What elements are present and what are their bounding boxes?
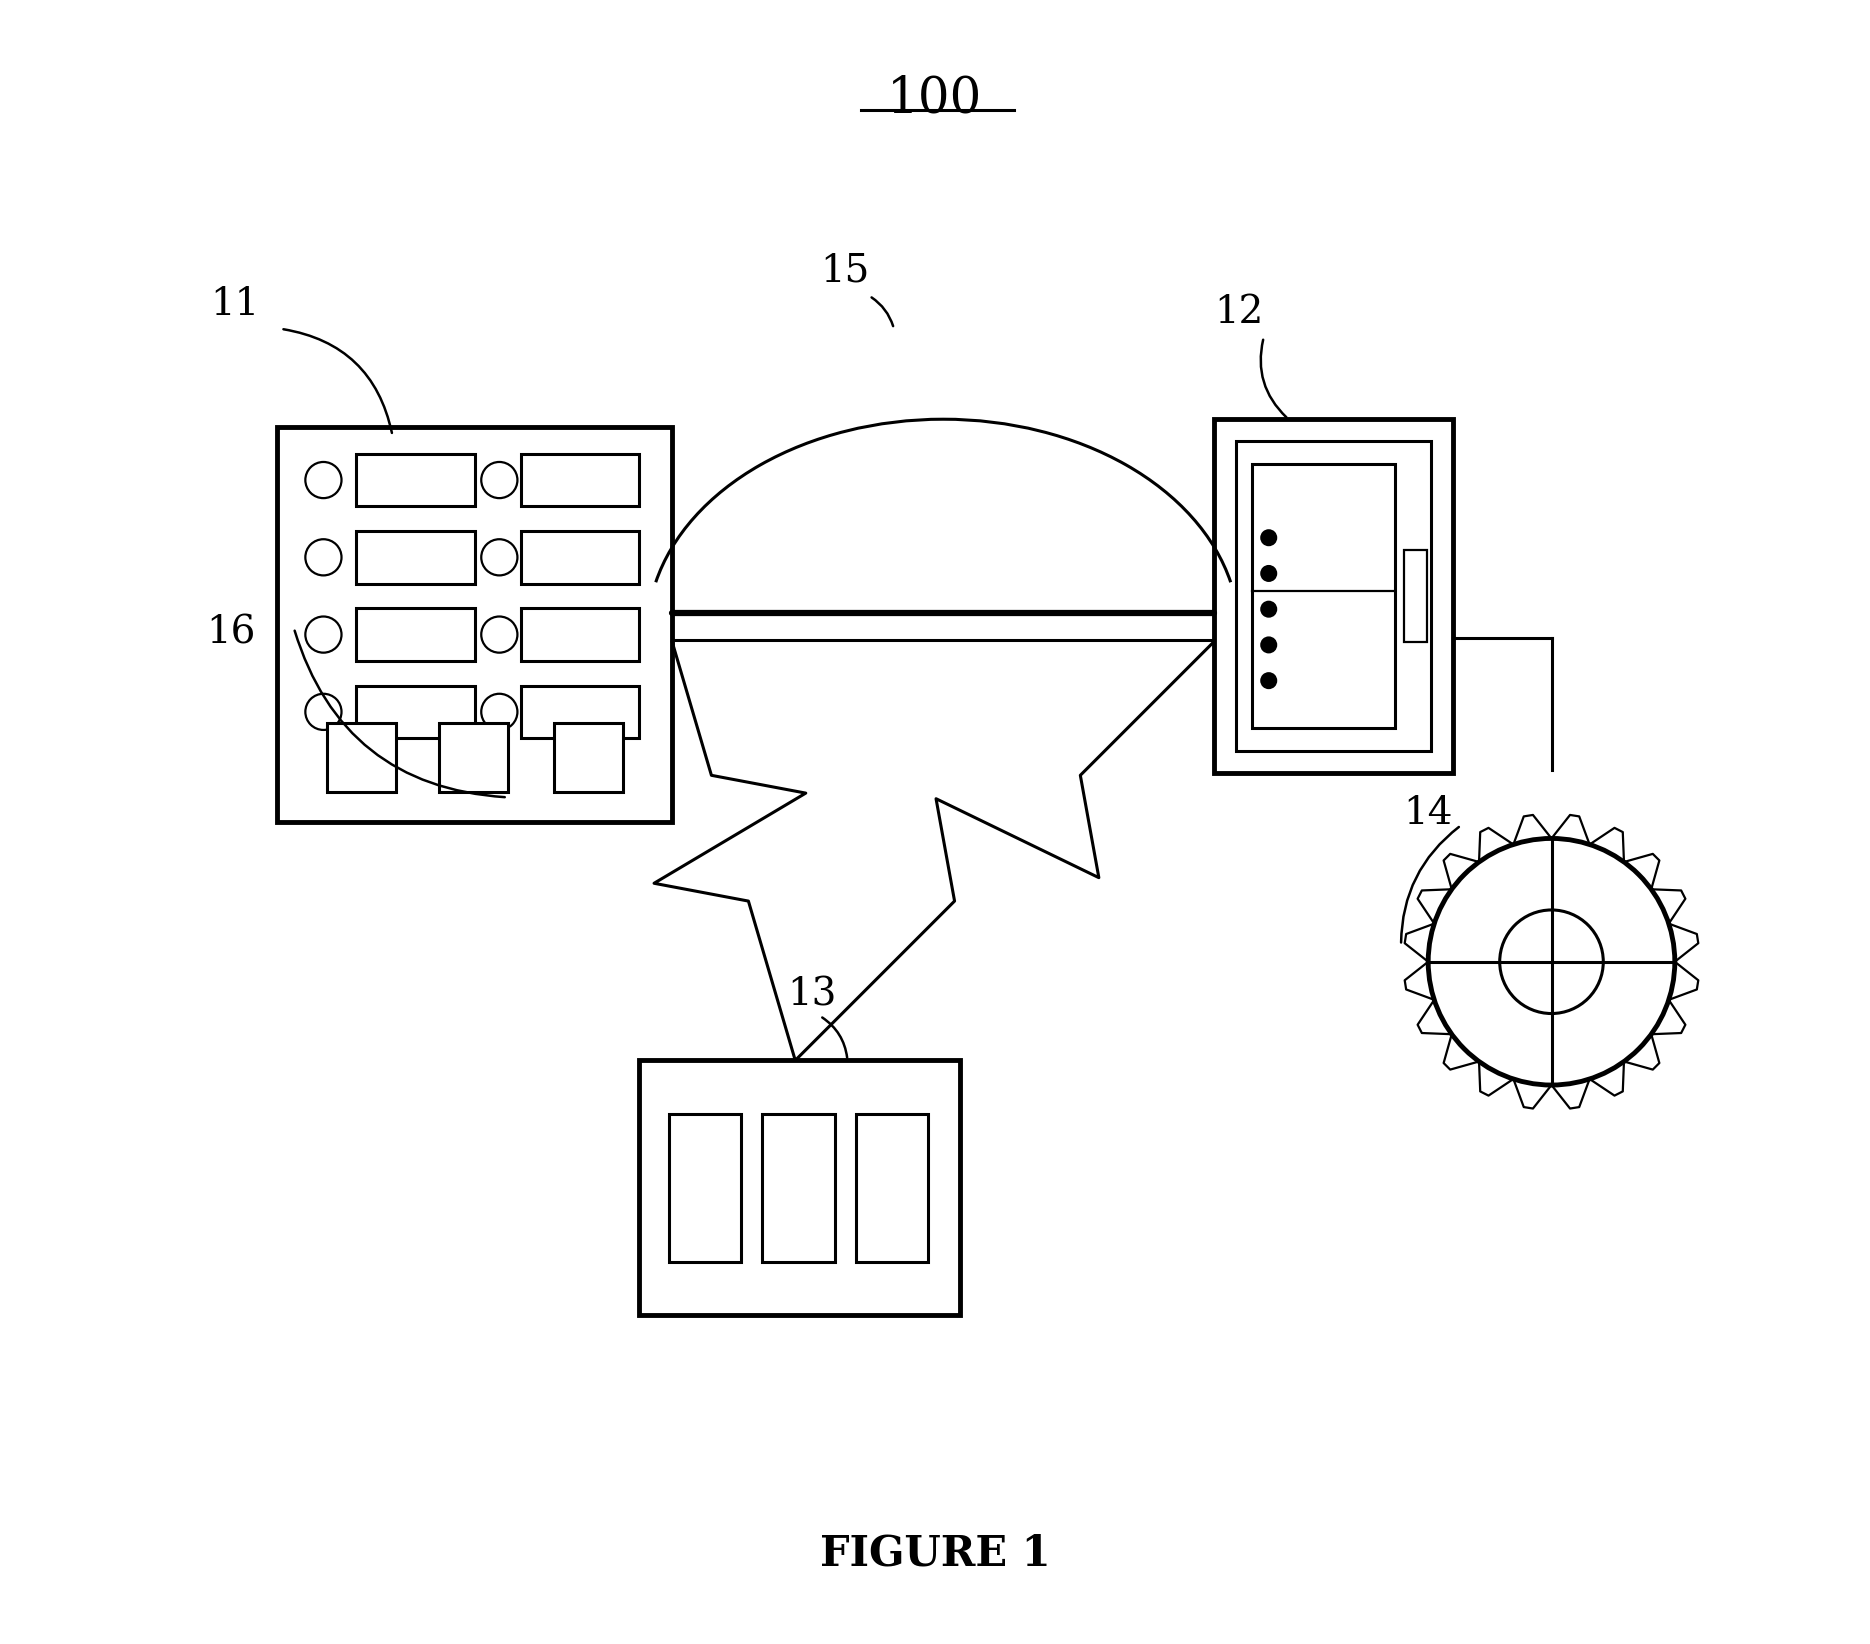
Circle shape xyxy=(1262,531,1275,546)
Bar xyxy=(1404,549,1427,643)
Text: 100: 100 xyxy=(886,74,984,123)
Bar xyxy=(763,1115,834,1263)
Bar xyxy=(1236,441,1432,751)
Bar xyxy=(856,1115,928,1263)
Bar xyxy=(277,427,671,822)
Bar xyxy=(520,686,640,738)
Bar xyxy=(1253,464,1395,728)
Text: 13: 13 xyxy=(787,977,836,1013)
Bar xyxy=(438,723,507,792)
Bar xyxy=(357,686,475,738)
Bar xyxy=(640,1060,959,1315)
Bar xyxy=(357,531,475,584)
Text: 15: 15 xyxy=(819,253,870,289)
Bar xyxy=(520,531,640,584)
Text: 12: 12 xyxy=(1214,294,1264,330)
Text: 16: 16 xyxy=(208,615,256,651)
Bar xyxy=(327,723,396,792)
Bar xyxy=(669,1115,741,1263)
Circle shape xyxy=(1262,638,1275,653)
Text: 14: 14 xyxy=(1404,796,1453,832)
Text: 11: 11 xyxy=(209,286,260,322)
Bar xyxy=(1214,419,1453,773)
Circle shape xyxy=(1262,566,1275,580)
Bar xyxy=(520,608,640,661)
Bar xyxy=(357,608,475,661)
Bar xyxy=(520,454,640,506)
Text: FIGURE 1: FIGURE 1 xyxy=(819,1532,1051,1575)
Bar xyxy=(357,454,475,506)
Circle shape xyxy=(1262,602,1275,616)
Bar xyxy=(554,723,623,792)
Circle shape xyxy=(1262,674,1275,689)
